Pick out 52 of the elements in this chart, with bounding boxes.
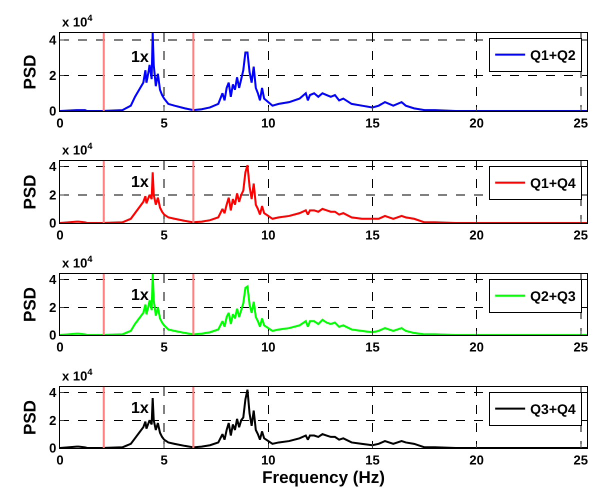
y-axis-title: PSD	[20, 400, 40, 435]
x-tick-label: 10	[261, 116, 276, 131]
text: x 10$^{4}$	[62, 367, 94, 384]
x-tick-label: 20	[469, 340, 484, 355]
y-tick-label: 4	[49, 385, 58, 400]
y-tick-label: 4	[49, 272, 58, 288]
y-tick-label: 2	[49, 300, 56, 315]
legend-label: Q2+Q3	[530, 288, 576, 304]
x-tick-label: 10	[261, 452, 276, 468]
x-tick-label: 10	[261, 228, 276, 243]
y-tick-label: 2	[49, 412, 56, 428]
text: x 10$^{4}$	[62, 13, 94, 30]
line-series	[60, 33, 587, 111]
x-tick-label: 20	[469, 452, 484, 468]
text: x 10$^{4}$	[62, 254, 94, 270]
x-tick-label: 5	[160, 340, 168, 355]
annotation: 1x	[131, 174, 149, 191]
x-tick-label: 25	[574, 340, 588, 355]
legend-label: Q3+Q4	[530, 401, 576, 418]
x-axis-title: Frequency (Hz)	[262, 468, 385, 487]
annotation: 1x	[131, 400, 149, 417]
legend-label: Q1+Q2	[530, 47, 576, 64]
legend-label: Q1+Q4	[530, 175, 576, 192]
y-tick-label: 4	[49, 159, 58, 174]
x-tick-label: 20	[469, 228, 484, 243]
y-tick-label: 0	[49, 216, 56, 231]
y-axis-title: PSD	[20, 287, 40, 322]
y-tick-label: 2	[49, 68, 56, 84]
x-tick-label: 5	[160, 452, 168, 468]
y-axis-title: PSD	[20, 54, 40, 90]
line-series	[60, 274, 587, 335]
annotation: 1x	[131, 49, 149, 66]
x-tick-label: 20	[469, 116, 484, 131]
annotation: 1x	[131, 287, 149, 304]
y-tick-label: 0	[49, 328, 56, 343]
x-tick-label: 25	[574, 116, 588, 131]
y-tick-label: 4	[49, 32, 58, 48]
x-tick-label: 25	[574, 452, 588, 468]
y-tick-label: 0	[49, 104, 56, 119]
text: x 10$^{4}$	[62, 141, 94, 158]
x-tick-label: 15	[365, 340, 380, 355]
x-tick-label: 10	[261, 340, 276, 355]
x-tick-label: 25	[574, 228, 588, 243]
line-series	[60, 164, 587, 223]
x-tick-label: 5	[160, 116, 168, 131]
x-tick-label: 15	[365, 116, 380, 131]
y-tick-label: 2	[49, 187, 56, 202]
x-tick-label: 15	[365, 228, 380, 243]
x-tick-label: 5	[160, 228, 168, 243]
y-axis-title: PSD	[20, 174, 40, 210]
x-tick-label: 15	[365, 452, 380, 468]
y-tick-label: 0	[49, 440, 56, 456]
